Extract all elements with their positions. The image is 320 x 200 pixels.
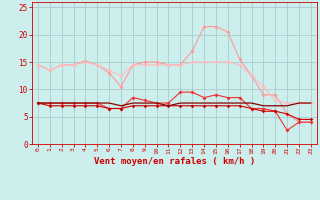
X-axis label: Vent moyen/en rafales ( km/h ): Vent moyen/en rafales ( km/h ) bbox=[94, 157, 255, 166]
